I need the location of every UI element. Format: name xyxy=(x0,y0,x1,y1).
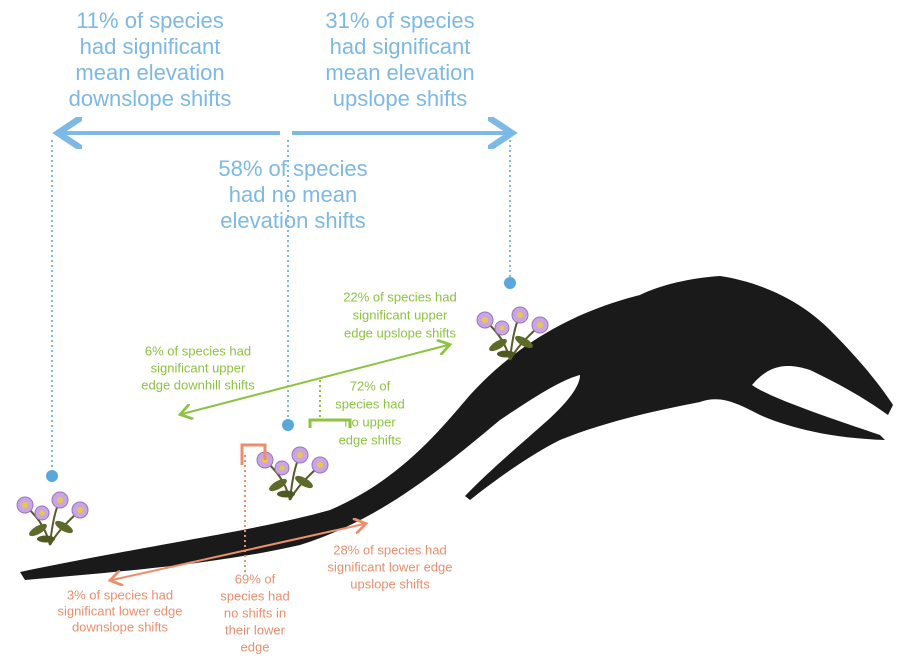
label-line: 6% of species had xyxy=(145,343,251,358)
label-line: edge xyxy=(241,639,270,654)
label-line: elevation shifts xyxy=(220,208,366,233)
label-line: downslope shifts xyxy=(72,619,169,634)
label-line: mean elevation xyxy=(75,60,224,85)
label-line: their lower xyxy=(225,622,286,637)
mountain xyxy=(20,276,893,580)
flower xyxy=(17,492,88,545)
label-line: 72% of xyxy=(350,378,391,393)
label-line: significant lower edge xyxy=(57,603,182,618)
label-line: significant upper xyxy=(353,307,448,322)
flower xyxy=(257,447,328,500)
label-line: 3% of species had xyxy=(67,587,173,602)
label-line: species had xyxy=(220,588,289,603)
label-line: significant upper xyxy=(151,360,246,375)
label-line: 31% of species xyxy=(325,8,474,33)
label-line: mean elevation xyxy=(325,60,474,85)
label-line: 28% of species had xyxy=(333,542,446,557)
label-line: had significant xyxy=(330,34,471,59)
label-line: 22% of species had xyxy=(343,289,456,304)
label-line: edge shifts xyxy=(339,432,402,447)
label-line: edge downhill shifts xyxy=(141,377,255,392)
label-line: upslope shifts xyxy=(350,576,430,591)
label-line: downslope shifts xyxy=(69,86,232,111)
label-line: upslope shifts xyxy=(333,86,468,111)
label-line: 58% of species xyxy=(218,156,367,181)
label-line: 11% of species xyxy=(76,8,224,33)
label-line: no upper xyxy=(344,414,396,429)
label-line: 69% of xyxy=(235,571,276,586)
diagram: 11% of specieshad significantmean elevat… xyxy=(0,0,899,654)
label-line: had no mean xyxy=(229,182,357,207)
label-line: species had xyxy=(335,396,404,411)
label-line: had significant xyxy=(80,34,221,59)
label-line: no shifts in xyxy=(224,605,286,620)
label-line: significant lower edge xyxy=(327,559,452,574)
label-line: edge upslope shifts xyxy=(344,325,457,340)
